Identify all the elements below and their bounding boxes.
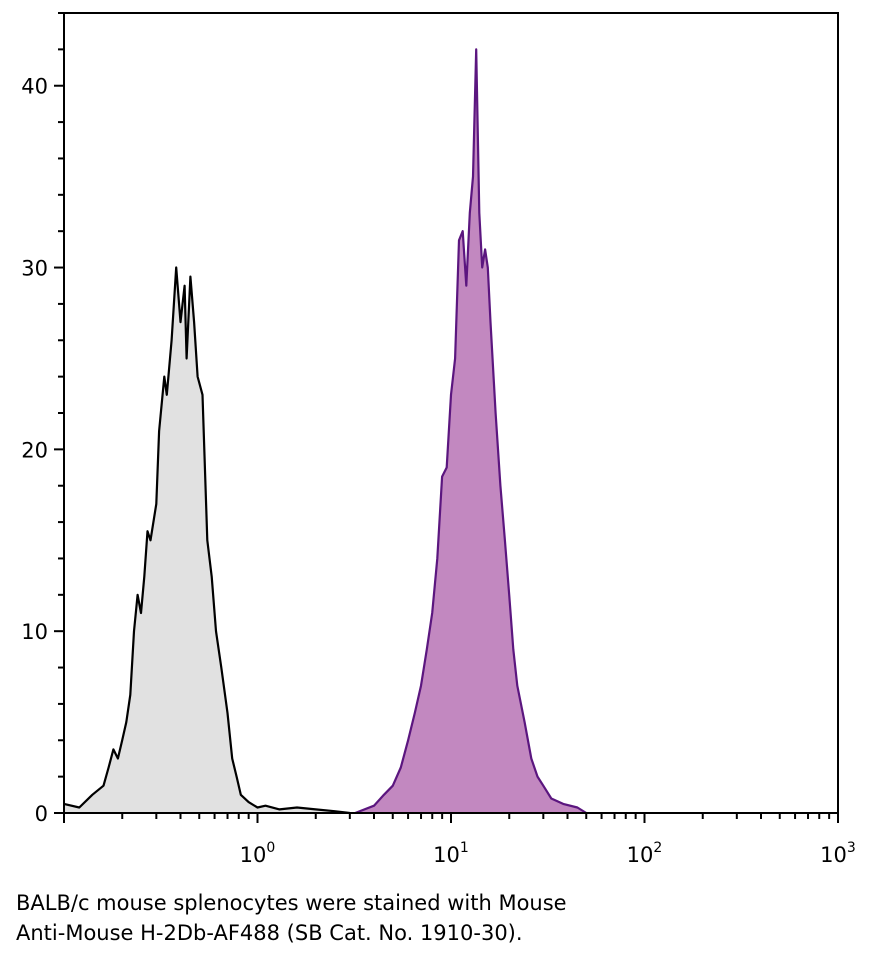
x-tick-label: 102 (627, 840, 663, 867)
series-1-line (63, 266, 350, 815)
y-tick-label: 10 (21, 620, 48, 644)
x-tick-label: 101 (433, 840, 469, 867)
ticks-layer (54, 12, 839, 823)
series-layer (63, 48, 587, 815)
y-tick-label: 0 (35, 802, 48, 826)
series-2-line (354, 48, 587, 815)
x-tick-label: 100 (240, 840, 276, 867)
caption-line-2: Anti-Mouse H-2Db-AF488 (SB Cat. No. 1910… (16, 921, 523, 945)
y-tick-label: 30 (21, 257, 48, 281)
series-2-area (355, 49, 587, 813)
caption-line-1: BALB/c mouse splenocytes were stained wi… (16, 891, 567, 915)
y-tick-label: 20 (21, 438, 48, 462)
histogram-chart: 0 10 20 30 40 100 101 102 103 (21, 12, 856, 867)
figure-caption: BALB/c mouse splenocytes were stained wi… (16, 888, 856, 948)
x-tick-label: 103 (820, 840, 856, 867)
labels-layer: 0 10 20 30 40 100 101 102 103 (21, 75, 856, 867)
y-tick-label: 40 (21, 75, 48, 99)
